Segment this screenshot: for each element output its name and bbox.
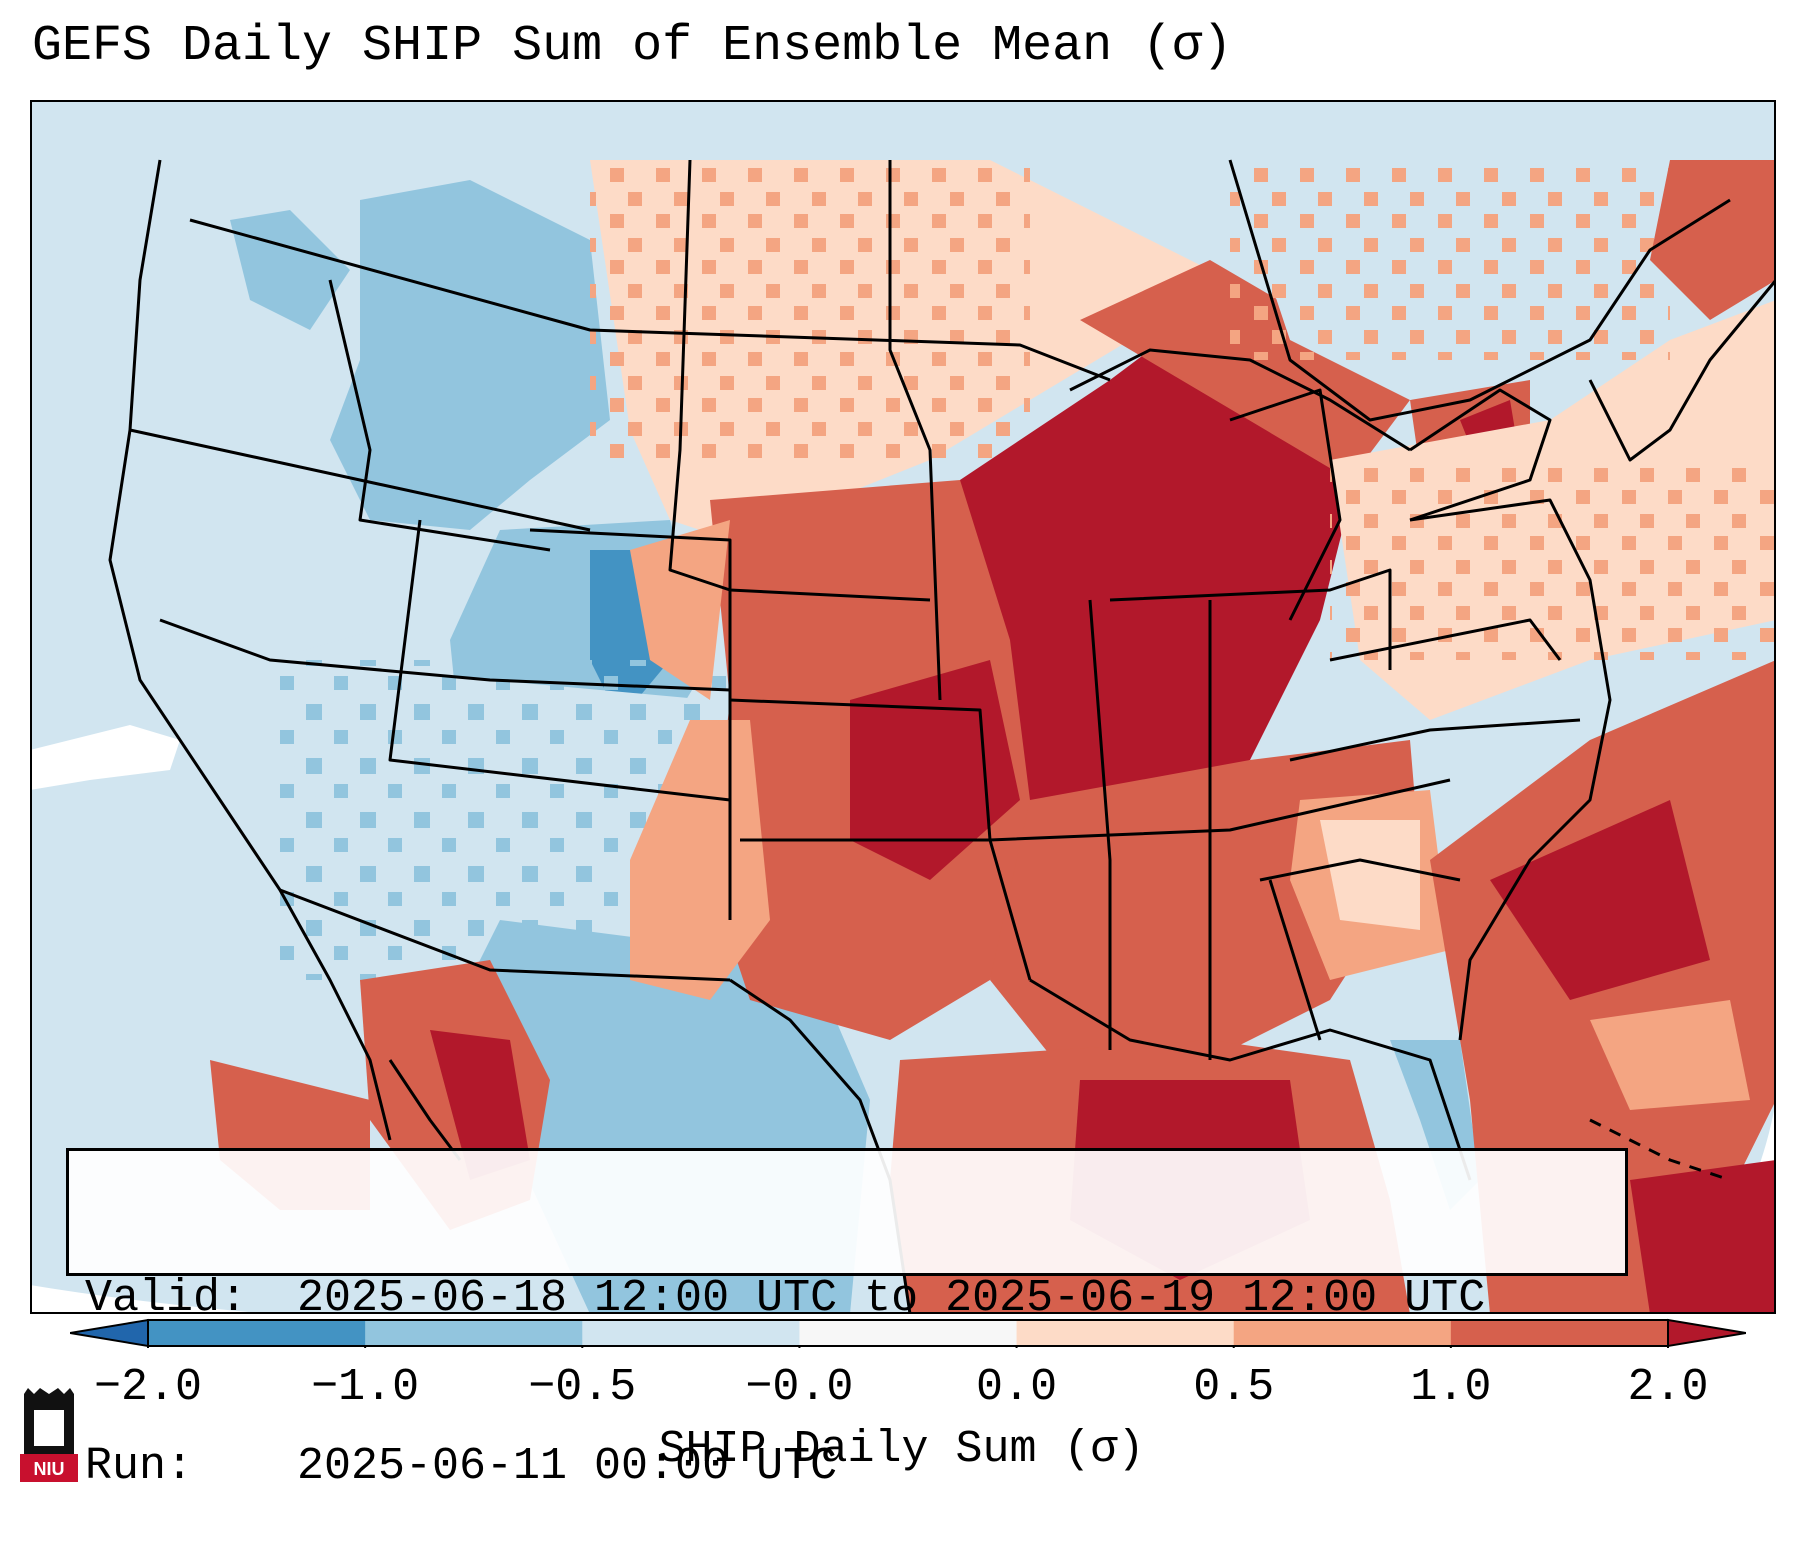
- region-maritimes: [1650, 160, 1776, 320]
- minnesota-border: [888, 160, 942, 701]
- colorbar-segment: [1233, 1320, 1452, 1346]
- nevada-utah-border: [159, 618, 731, 692]
- mississippi-border: [1088, 599, 1112, 1050]
- colorbar-segment: [1016, 1320, 1235, 1346]
- great-lakes-shore: [1069, 348, 1411, 452]
- valid-time-info-box: Valid: 2025-06-18 12:00 UTC to 2025-06-19…: [66, 1148, 1628, 1492]
- baja-coast: [388, 1059, 462, 1161]
- gulf-coastline: [1029, 978, 1472, 1181]
- boundary-lines: [108, 159, 1776, 1314]
- new-england-coast: [1588, 279, 1776, 462]
- region-upper-great-lakes: [1080, 260, 1410, 480]
- colorbar-tick-label: 0.0: [976, 1362, 1058, 1413]
- region-west-texas: [630, 720, 770, 1000]
- colorbar-segment: [365, 1320, 583, 1346]
- michigan-outline: [1229, 388, 1342, 621]
- colorbar-tick-label: −0.0: [745, 1362, 854, 1413]
- region-mexico-west-core: [430, 1030, 530, 1180]
- map-canvas: [30, 100, 1776, 1314]
- colorbar-segment: [582, 1320, 800, 1346]
- pennsylvania-border: [1329, 618, 1562, 662]
- colorbar-segment: [148, 1320, 366, 1346]
- idaho-border: [328, 279, 551, 552]
- map-panel: [30, 100, 1776, 1314]
- logo-text: NIU: [34, 1459, 65, 1479]
- colorbar-tick-label: 1.0: [1410, 1362, 1492, 1413]
- region-caribbean-core: [1630, 1160, 1776, 1314]
- colorbar-segment: [799, 1320, 1018, 1346]
- kansas-oklahoma-border: [729, 698, 1032, 981]
- colorbar-outline: [147, 1319, 1669, 1347]
- virginia-border: [1289, 718, 1581, 762]
- colorbar-tick-label: 2.0: [1627, 1362, 1709, 1413]
- colorbar-tick-label: −1.0: [311, 1362, 420, 1413]
- colorbar-tick-label: −0.5: [528, 1362, 637, 1413]
- colorbar-extend-high: [1667, 1318, 1746, 1348]
- us-mexico-border-west: [279, 888, 731, 982]
- run-label: Run:: [85, 1441, 194, 1492]
- region-northeast-texture: [1330, 460, 1776, 660]
- region-plains-edge: [630, 520, 730, 700]
- colorbar-tick-label: 0.5: [1193, 1362, 1275, 1413]
- ohio-indiana-border: [1109, 568, 1392, 670]
- utah-border: [388, 519, 731, 802]
- us-canada-border: [189, 218, 1111, 382]
- region-midwest-great-lakes: [960, 320, 1360, 820]
- atlantic-coastline: [1409, 498, 1612, 1041]
- colorbar-label: SHIP Daily Sum (σ): [658, 1424, 1145, 1475]
- region-atlantic-core: [1490, 800, 1710, 1000]
- st-lawrence: [1228, 159, 1731, 422]
- carolina-border: [1259, 858, 1461, 882]
- logo-crenellation-icon: [24, 1388, 74, 1394]
- region-idaho-montana: [330, 180, 610, 530]
- bahamas: [1589, 1118, 1731, 1182]
- valid-row: Valid: 2025-06-18 12:00 UTC to 2025-06-19…: [85, 1271, 1609, 1327]
- oregon-border: [129, 428, 591, 532]
- colorbar-extend-low: [70, 1318, 149, 1348]
- region-canada-east-texture: [1230, 160, 1670, 360]
- pacific-coastline: [108, 159, 392, 1141]
- logo-window-icon: [34, 1410, 64, 1446]
- run-row: Run: 2025-06-11 00:00 UTC: [85, 1439, 1609, 1495]
- lake-erie-ontario: [1409, 388, 1552, 522]
- niu-logo: NIU: [20, 1388, 78, 1482]
- region-carolinas-interior: [1320, 820, 1420, 930]
- map-title: GEFS Daily SHIP Sum of Ensemble Mean (σ): [32, 18, 1233, 75]
- colorbar-segment: [1450, 1320, 1669, 1346]
- georgia-border: [1268, 879, 1322, 1041]
- valid-label: Valid:: [85, 1273, 248, 1324]
- oklahoma-tennessee-border: [740, 778, 1451, 842]
- dakotas-border: [668, 159, 931, 602]
- region-oklahoma-core: [850, 660, 1020, 880]
- colorbar-tick-label: −2.0: [93, 1362, 203, 1413]
- region-atlantic-patch: [1590, 1000, 1750, 1110]
- colorado-border: [529, 528, 732, 920]
- colorbar: [70, 1318, 1746, 1348]
- run-value: 2025-06-11 00:00 UTC: [297, 1441, 838, 1492]
- region-pacific-white-streak: [30, 725, 180, 790]
- region-northern-plains-texture: [590, 160, 1030, 460]
- valid-value: 2025-06-18 12:00 UTC to 2025-06-19 12:00…: [297, 1273, 1486, 1324]
- logo-banner: [20, 1454, 78, 1482]
- off-map-area: [30, 1285, 272, 1314]
